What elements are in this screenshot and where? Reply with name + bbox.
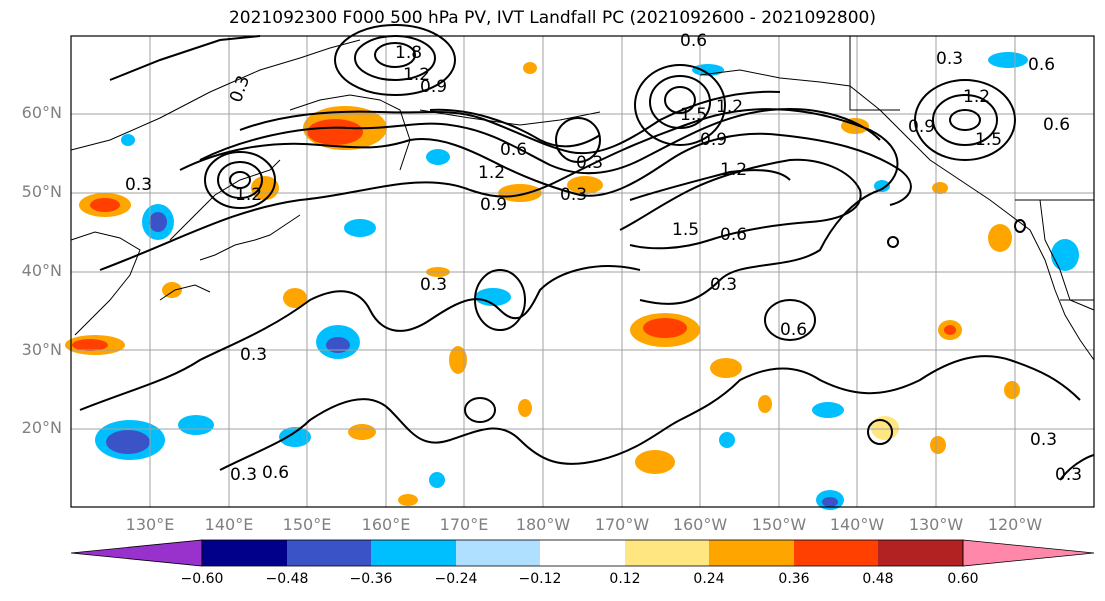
pv-contours	[79, 24, 1095, 481]
contour-label: 0.6	[1043, 115, 1070, 135]
contour-label: 1.2	[963, 87, 990, 107]
contour-label: 0.3	[125, 175, 152, 195]
contour-label: 0.3	[420, 275, 447, 295]
contour-label: 0.6	[680, 31, 707, 51]
colorbar-tick: 0.48	[862, 571, 894, 587]
colorbar-tick: −0.48	[265, 571, 309, 587]
contour-label: 1.2	[235, 185, 262, 205]
lon-label: 170°E	[439, 515, 489, 534]
contour-label: 0.3	[240, 345, 267, 365]
contour-label: 1.2	[716, 97, 743, 117]
contour-label: 1.2	[478, 163, 505, 183]
lon-label: 140°W	[829, 515, 885, 534]
lat-label: 50°N	[21, 182, 62, 201]
lon-label: 150°W	[751, 515, 807, 534]
contour-label: 0.3	[230, 465, 257, 485]
lon-label: 160°E	[361, 515, 411, 534]
contour-label: 1.5	[975, 130, 1002, 150]
colorbar	[70, 539, 1095, 567]
coastlines	[70, 36, 1095, 361]
colorbar-tick: 0.12	[609, 571, 641, 587]
contour-label: 0.3	[1055, 465, 1082, 485]
lon-label: 170°W	[594, 515, 650, 534]
contour-label: 1.5	[672, 220, 699, 240]
lat-label: 40°N	[21, 261, 62, 280]
colorbar-tick: −0.36	[349, 571, 393, 587]
map-frame	[70, 35, 1095, 508]
contour-label: 0.6	[262, 463, 289, 483]
lon-label: 180°W	[515, 515, 571, 534]
colorbar-tick: 0.24	[693, 571, 725, 587]
colorbar-tick: 0.60	[947, 571, 979, 587]
lon-label: 120°W	[987, 515, 1043, 534]
contour-label: 0.9	[420, 77, 447, 97]
contour-label: 0.6	[1028, 55, 1055, 75]
colorbar-tick: −0.12	[518, 571, 562, 587]
contour-label: 0.9	[908, 117, 935, 137]
contour-label: 1.5	[680, 105, 707, 125]
lon-label: 140°E	[204, 515, 254, 534]
map-title: 2021092300 F000 500 hPa PV, IVT Landfall…	[228, 8, 876, 28]
lon-label: 130°W	[908, 515, 964, 534]
lon-label: 160°W	[672, 515, 728, 534]
lon-label: 150°E	[282, 515, 332, 534]
contour-label: 1.8	[395, 43, 422, 63]
contour-label: 0.6	[500, 140, 527, 160]
contour-label: 0.3	[936, 49, 963, 69]
contour-label: 0.3	[560, 185, 587, 205]
contour-label: 0.6	[720, 225, 747, 245]
contour-label: 0.3	[710, 275, 737, 295]
colorbar-tick: −0.60	[180, 571, 224, 587]
contour-label: 1.2	[403, 65, 430, 85]
lat-label: 60°N	[21, 103, 62, 122]
contour-label: 0.9	[480, 195, 507, 215]
lat-label: 30°N	[21, 340, 62, 359]
contour-label: 0.3	[1030, 430, 1057, 450]
contour-label: 0.6	[780, 320, 807, 340]
lat-label: 20°N	[21, 418, 62, 437]
lon-label: 130°E	[125, 515, 175, 534]
colorbar-tick: 0.36	[778, 571, 810, 587]
contour-label: 0.9	[700, 130, 727, 150]
contour-labels: 0.3 1.8 1.2 0.9 0.6 0.3 0.6 1.2 1.5 0.6 …	[125, 31, 1082, 485]
contour-label: 0.3	[576, 153, 603, 173]
graticule	[71, 36, 1094, 507]
contour-label: 1.2	[720, 160, 747, 180]
colorbar-tick: −0.24	[434, 571, 478, 587]
